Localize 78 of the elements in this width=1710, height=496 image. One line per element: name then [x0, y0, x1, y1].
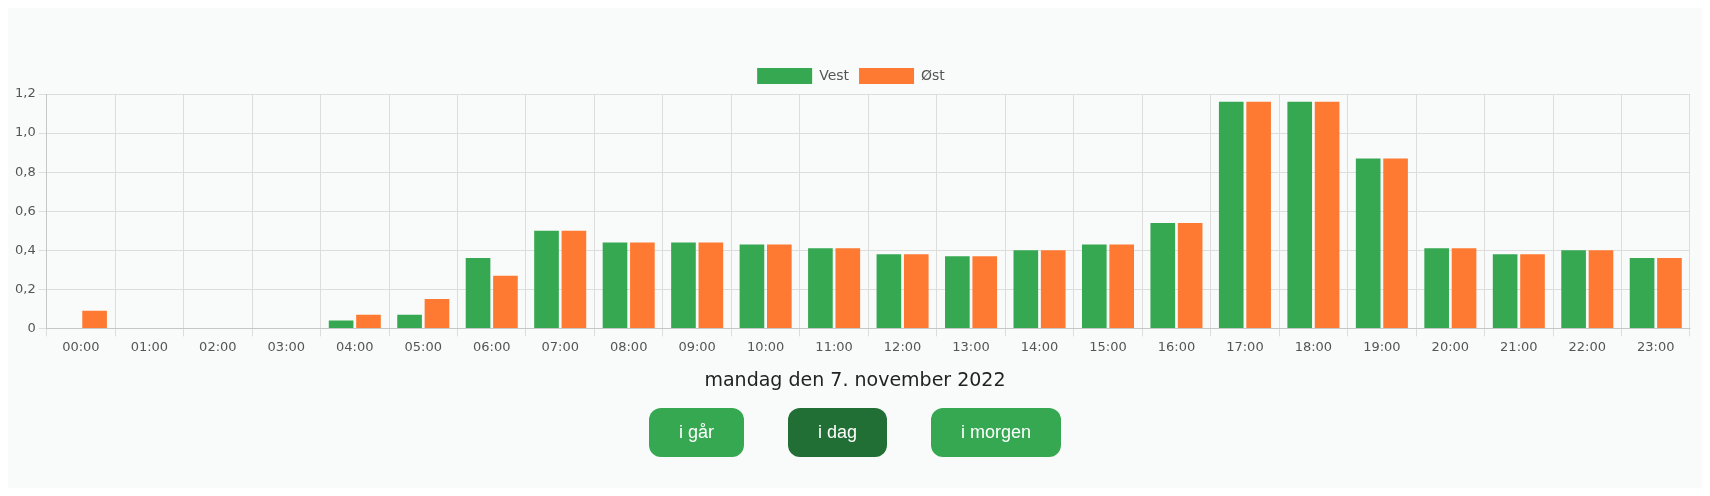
bar — [1218, 101, 1244, 328]
bar — [1451, 248, 1477, 328]
x-tick-label: 20:00 — [1431, 338, 1470, 354]
bar — [767, 244, 792, 328]
bar — [1246, 101, 1271, 328]
bar — [698, 242, 724, 328]
bar — [630, 242, 655, 328]
x-tick-label: 03:00 — [267, 338, 306, 354]
y-tick-label: 0,6 — [14, 202, 36, 218]
bar — [397, 314, 422, 328]
bar — [835, 248, 861, 328]
x-tick-label: 19:00 — [1363, 338, 1401, 354]
bar — [1081, 244, 1107, 328]
y-tick-label: 0,8 — [14, 163, 36, 179]
x-tick-label: 15:00 — [1089, 338, 1127, 354]
y-tick-label: 0,2 — [14, 280, 36, 296]
x-tick-label: 10:00 — [746, 338, 785, 354]
bar — [739, 244, 765, 328]
bar — [328, 320, 354, 328]
bar — [465, 258, 491, 328]
x-tick-label: 08:00 — [609, 338, 648, 354]
bar — [356, 314, 381, 328]
y-tick-label: 0 — [27, 319, 36, 335]
bar — [1383, 158, 1408, 328]
text: i dag — [787, 408, 888, 457]
bar — [903, 254, 929, 328]
x-tick-label: 23:00 — [1637, 338, 1675, 354]
bar — [602, 242, 628, 328]
bar — [972, 256, 998, 328]
bar — [671, 242, 696, 328]
bar — [876, 254, 902, 328]
x-tick-label: 12:00 — [883, 338, 922, 354]
x-tick-label: 05:00 — [404, 338, 442, 354]
x-tick-label: 00:00 — [62, 338, 100, 354]
x-tick-label: 02:00 — [199, 338, 237, 354]
y-tick-label: 0,4 — [14, 241, 36, 257]
bar — [1657, 258, 1682, 328]
text: mandag den 7. november 2022 — [703, 368, 1007, 390]
y-tick-label: 1,2 — [14, 85, 36, 101]
bar — [1109, 244, 1135, 328]
x-tick-label: 13:00 — [952, 338, 990, 354]
x-tick-label: 01:00 — [130, 338, 169, 354]
x-tick-label: 11:00 — [815, 338, 853, 354]
x-tick-label: 22:00 — [1568, 338, 1607, 354]
text: i morgen — [931, 408, 1062, 457]
bar — [1355, 158, 1381, 328]
x-tick-label: 07:00 — [541, 338, 579, 354]
bar — [424, 299, 450, 328]
y-tick-label: 1,0 — [14, 124, 36, 140]
x-tick-label: 17:00 — [1226, 338, 1264, 354]
x-tick-label: 06:00 — [473, 338, 511, 354]
x-tick-label: 04:00 — [336, 338, 374, 354]
bar — [1287, 101, 1313, 328]
bar — [808, 248, 833, 328]
bar — [534, 230, 559, 328]
bar — [1314, 101, 1340, 328]
legend-label: Øst — [921, 66, 946, 83]
bar — [1013, 250, 1039, 328]
bar — [1520, 254, 1545, 328]
bar — [1424, 248, 1449, 328]
x-tick-label: 18:00 — [1294, 338, 1333, 354]
bar — [493, 275, 518, 328]
bar — [1629, 258, 1655, 328]
x-tick-label: 09:00 — [678, 338, 716, 354]
text: i går — [648, 408, 744, 457]
bar — [1492, 254, 1518, 328]
bar — [82, 310, 107, 328]
bar — [1561, 250, 1586, 328]
x-tick-label: 21:00 — [1500, 338, 1538, 354]
bar — [1177, 222, 1203, 328]
bar — [561, 230, 587, 328]
legend-label: Vest — [819, 66, 850, 83]
x-tick-label: 16:00 — [1157, 338, 1196, 354]
x-tick-label: 14:00 — [1020, 338, 1059, 354]
bar — [1150, 222, 1176, 328]
bar — [1588, 250, 1614, 328]
bar — [1040, 250, 1066, 328]
bar — [945, 256, 970, 328]
